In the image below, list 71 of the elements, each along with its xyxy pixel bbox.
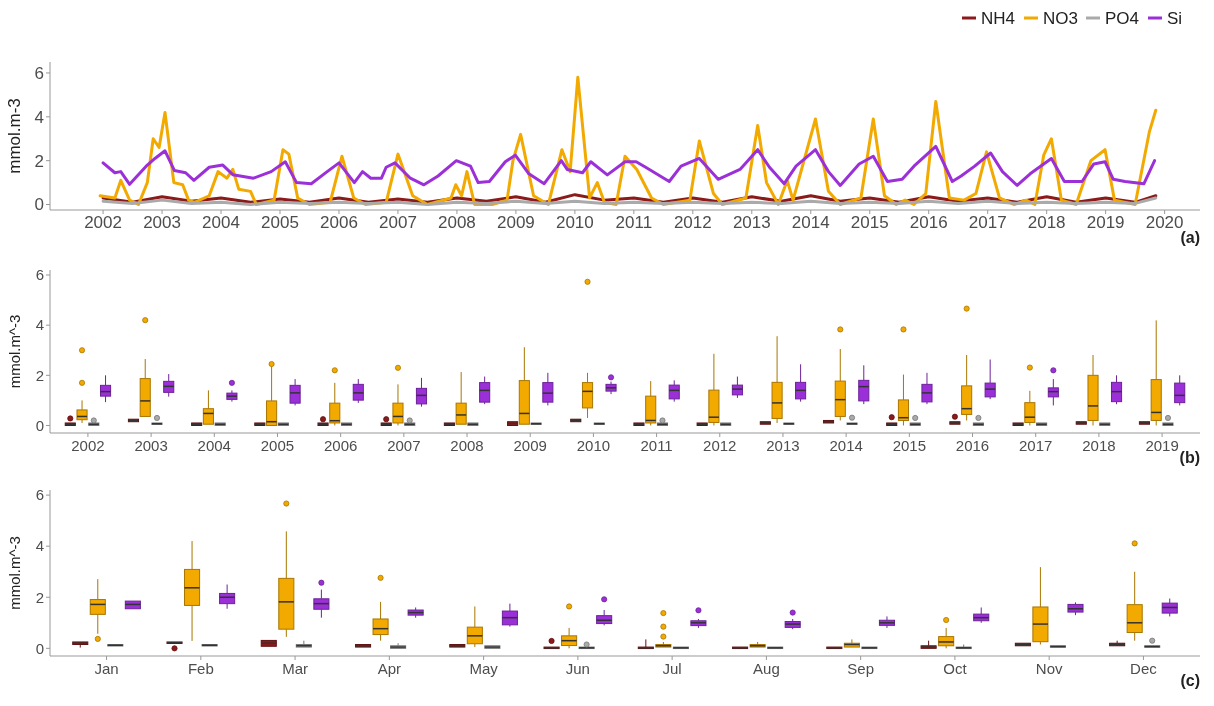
x-tick-label: Mar	[282, 660, 308, 677]
y-tick-label: 2	[34, 151, 44, 171]
x-tick-label: 2008	[438, 213, 476, 232]
y-tick-label: 6	[35, 486, 44, 504]
y-axis-title: mmol.m-3	[5, 98, 24, 174]
y-tick-label: 4	[35, 316, 44, 334]
x-tick-label: Feb	[187, 660, 214, 677]
y-axis-title: mmol.m^-3	[6, 314, 23, 389]
text: (c)	[1180, 672, 1200, 689]
text: (a)	[1180, 229, 1200, 246]
x-tick-label: 2019	[1086, 213, 1125, 232]
text: (b)	[1179, 449, 1200, 466]
x-tick-label: 2011	[615, 213, 653, 232]
x-tick-label: 2015	[892, 437, 927, 454]
x-tick-label: 2017	[1019, 437, 1053, 454]
x-tick-label: 2010	[576, 437, 611, 454]
x-tick-label: 2020	[1145, 213, 1184, 232]
y-tick-label: 4	[34, 107, 44, 127]
x-tick-label: May	[469, 660, 499, 677]
x-tick-label: 2013	[732, 213, 771, 232]
x-tick-label: 2002	[84, 213, 122, 232]
y-tick-label: 0	[35, 639, 44, 657]
x-tick-label: 2009	[496, 213, 535, 232]
legend-label: NH4	[981, 8, 1016, 28]
legend-label: PO4	[1105, 8, 1140, 28]
x-tick-label: 2005	[260, 437, 295, 454]
x-tick-label: 2011	[640, 437, 673, 454]
x-tick-label: Aug	[753, 660, 780, 677]
x-tick-label: 2003	[143, 213, 181, 232]
x-tick-label: 2018	[1027, 213, 1066, 232]
x-tick-label: 2012	[673, 213, 712, 232]
x-tick-label: 2004	[197, 437, 231, 454]
y-axis-title: mmol.m^-3	[6, 536, 23, 610]
x-tick-label: 2014	[829, 437, 863, 454]
x-tick-label: 2016	[955, 437, 990, 454]
x-tick-label: Oct	[943, 660, 968, 677]
x-tick-label: 2003	[134, 437, 168, 454]
x-tick-label: 2007	[387, 437, 421, 454]
x-tick-label: 2019	[1145, 437, 1179, 454]
x-tick-label: 2005	[261, 213, 299, 232]
x-tick-label: Nov	[1035, 660, 1064, 677]
x-tick-label: 2006	[320, 213, 358, 232]
x-tick-label: 2013	[766, 437, 800, 454]
x-tick-label: 2007	[379, 213, 417, 232]
x-tick-label: 2006	[323, 437, 358, 454]
y-tick-label: 0	[34, 195, 44, 215]
x-tick-label: 2002	[71, 437, 105, 454]
x-tick-label: 2009	[513, 437, 547, 454]
x-tick-label: 2016	[909, 213, 948, 232]
x-tick-label: 2014	[791, 213, 830, 232]
x-tick-label: 2017	[968, 213, 1007, 232]
x-tick-label: 2004	[202, 213, 240, 232]
x-tick-label: Jun	[565, 660, 590, 677]
legend-label: Si	[1167, 8, 1183, 28]
x-tick-label: 2008	[450, 437, 484, 454]
x-tick-label: Jan	[94, 660, 119, 677]
x-tick-label: Apr	[377, 660, 402, 677]
y-tick-label: 2	[35, 588, 44, 606]
y-tick-label: 0	[35, 416, 44, 434]
y-tick-label: 2	[35, 366, 44, 384]
x-tick-label: Jul	[662, 660, 682, 677]
x-tick-label: Dec	[1130, 660, 1158, 677]
x-tick-label: Sep	[847, 660, 875, 677]
x-tick-label: 2010	[555, 213, 594, 232]
x-tick-label: 2012	[703, 437, 737, 454]
x-tick-label: 2018	[1082, 437, 1116, 454]
y-tick-label: 6	[35, 266, 44, 284]
y-tick-label: 4	[35, 537, 44, 555]
x-tick-label: 2015	[850, 213, 889, 232]
y-tick-label: 6	[34, 63, 44, 83]
legend-label: NO3	[1043, 8, 1078, 28]
